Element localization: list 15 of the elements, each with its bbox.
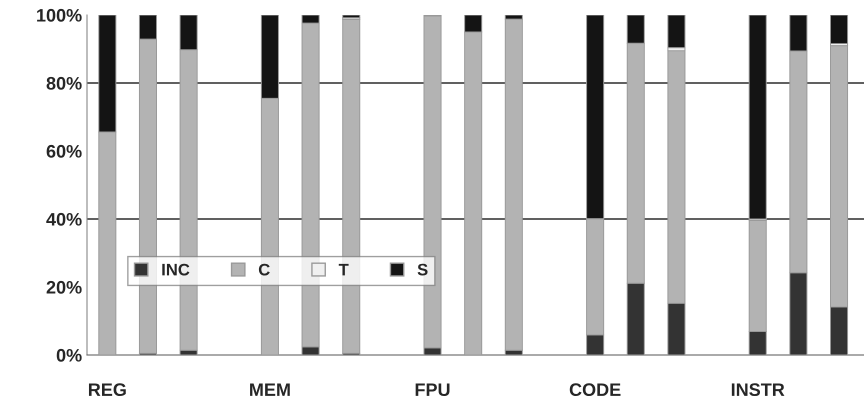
y-tick-label: 0% xyxy=(56,348,82,362)
legend-label: T xyxy=(338,264,349,276)
legend-label: C xyxy=(258,264,270,276)
x-tick-label: FPU xyxy=(416,383,450,396)
y-tick-label: 100% xyxy=(37,8,82,22)
x-tick-label: REG xyxy=(88,383,126,396)
y-tick-label: 20% xyxy=(46,280,82,294)
x-tick-label: MEM xyxy=(250,383,290,396)
x-tick-label: INSTR xyxy=(732,383,784,396)
y-tick-label: 40% xyxy=(46,212,82,226)
y-tick-label: 60% xyxy=(46,144,82,158)
legend-label: INC xyxy=(162,264,190,276)
y-tick-label: 80% xyxy=(46,76,82,90)
legend-label: S xyxy=(418,264,428,276)
x-tick-label: CODE xyxy=(570,383,621,396)
